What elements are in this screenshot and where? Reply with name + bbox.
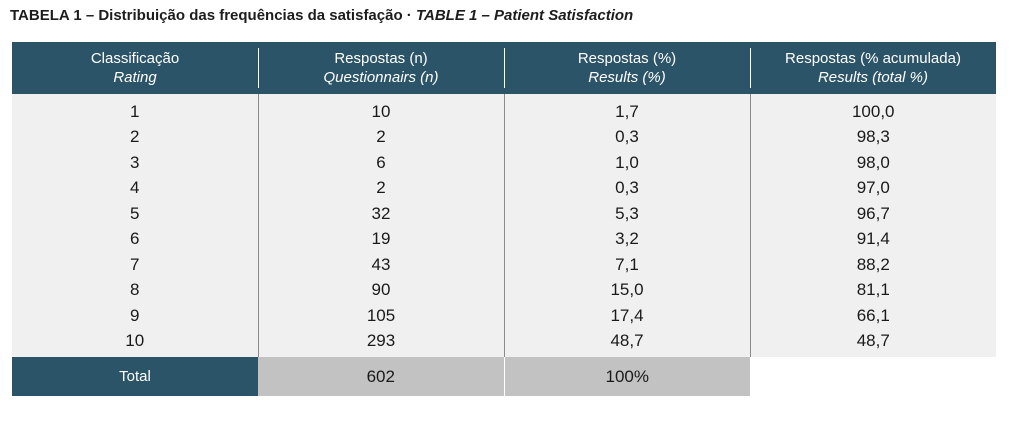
header-responses-pct-en: Results (%) (588, 69, 666, 86)
cell-responses-n: 19 (257, 226, 504, 252)
cell-responses-cumulative: 81,1 (749, 277, 996, 303)
cell-responses-cumulative: 88,2 (749, 252, 996, 278)
cell-responses-pct: 15,0 (503, 277, 750, 303)
header-responses-n: Respostas (n) Questionnairs (n) (258, 42, 504, 94)
cell-responses-n: 2 (257, 124, 504, 150)
table-row: 5 32 5,3 96,7 (12, 201, 996, 227)
cell-rating: 6 (12, 226, 258, 252)
cell-responses-n: 105 (257, 303, 504, 329)
cell-responses-n: 2 (257, 175, 504, 201)
cell-responses-n: 6 (257, 150, 504, 176)
cell-responses-n: 293 (257, 328, 504, 357)
cell-responses-cumulative: 98,3 (749, 124, 996, 150)
satisfaction-table: Classificação Rating Respostas (n) Quest… (12, 42, 996, 396)
table-header: Classificação Rating Respostas (n) Quest… (12, 42, 996, 94)
table-body: 1 10 1,7 100,0 2 2 0,3 98,3 3 6 1,0 98,0 4 2 0,3 97,0 5 3… (12, 94, 996, 357)
header-row: Classificação Rating Respostas (n) Quest… (12, 42, 996, 94)
cell-rating: 1 (12, 94, 258, 125)
total-responses-pct: 100% (503, 357, 750, 396)
cell-responses-cumulative: 66,1 (749, 303, 996, 329)
cell-responses-cumulative: 96,7 (749, 201, 996, 227)
header-rating-en: Rating (113, 69, 157, 86)
cell-responses-pct: 17,4 (503, 303, 750, 329)
cell-responses-n: 43 (257, 252, 504, 278)
header-responses-pct-pt: Respostas (%) (577, 50, 677, 67)
header-responses-cumulative-en: Results (total %) (817, 69, 929, 86)
caption-portuguese: TABELA 1 – Distribuição das frequências … (10, 7, 416, 24)
table-row: 8 90 15,0 81,1 (12, 277, 996, 303)
table-row: 6 19 3,2 91,4 (12, 226, 996, 252)
total-row: Total 602 100% (12, 357, 996, 396)
cell-responses-cumulative: 91,4 (749, 226, 996, 252)
cell-responses-pct: 0,3 (503, 175, 750, 201)
cell-responses-cumulative: 100,0 (749, 94, 996, 125)
header-rating-pt: Classificação (90, 50, 180, 67)
cell-responses-cumulative: 98,0 (749, 150, 996, 176)
table-row: 7 43 7,1 88,2 (12, 252, 996, 278)
cell-responses-pct: 3,2 (503, 226, 750, 252)
cell-rating: 2 (12, 124, 258, 150)
header-responses-n-en: Questionnairs (n) (323, 69, 439, 86)
table-row: 2 2 0,3 98,3 (12, 124, 996, 150)
table-row: 1 10 1,7 100,0 (12, 94, 996, 125)
cell-responses-pct: 0,3 (503, 124, 750, 150)
cell-responses-n: 10 (257, 94, 504, 125)
cell-responses-n: 90 (257, 277, 504, 303)
header-responses-n-pt: Respostas (n) (334, 50, 428, 67)
header-responses-pct: Respostas (%) Results (%) (504, 42, 750, 94)
cell-responses-pct: 1,0 (503, 150, 750, 176)
cell-responses-pct: 48,7 (503, 328, 750, 357)
cell-rating: 10 (12, 328, 258, 357)
table-row: 10 293 48,7 48,7 (12, 328, 996, 357)
table-caption: TABELA 1 – Distribuição das frequências … (10, 7, 633, 24)
cell-rating: 4 (12, 175, 258, 201)
cell-rating: 7 (12, 252, 258, 278)
cell-responses-cumulative: 48,7 (749, 328, 996, 357)
caption-english: TABLE 1 – Patient Satisfaction (415, 7, 634, 24)
header-responses-cumulative: Respostas (% acumulada) Results (total %… (750, 42, 996, 94)
table-footer: Total 602 100% (12, 357, 996, 396)
total-empty-cell (750, 357, 996, 396)
cell-rating: 3 (12, 150, 258, 176)
total-responses-n: 602 (258, 357, 504, 396)
table-row: 3 6 1,0 98,0 (12, 150, 996, 176)
cell-responses-pct: 5,3 (503, 201, 750, 227)
total-label: Total (12, 357, 258, 396)
cell-rating: 8 (12, 277, 258, 303)
table-row: 4 2 0,3 97,0 (12, 175, 996, 201)
cell-rating: 9 (12, 303, 258, 329)
cell-responses-pct: 1,7 (503, 94, 750, 125)
cell-responses-pct: 7,1 (503, 252, 750, 278)
cell-rating: 5 (12, 201, 258, 227)
header-rating: Classificação Rating (12, 42, 258, 94)
table-row: 9 105 17,4 66,1 (12, 303, 996, 329)
cell-responses-cumulative: 97,0 (749, 175, 996, 201)
cell-responses-n: 32 (257, 201, 504, 227)
header-responses-cumulative-pt: Respostas (% acumulada) (785, 50, 961, 67)
